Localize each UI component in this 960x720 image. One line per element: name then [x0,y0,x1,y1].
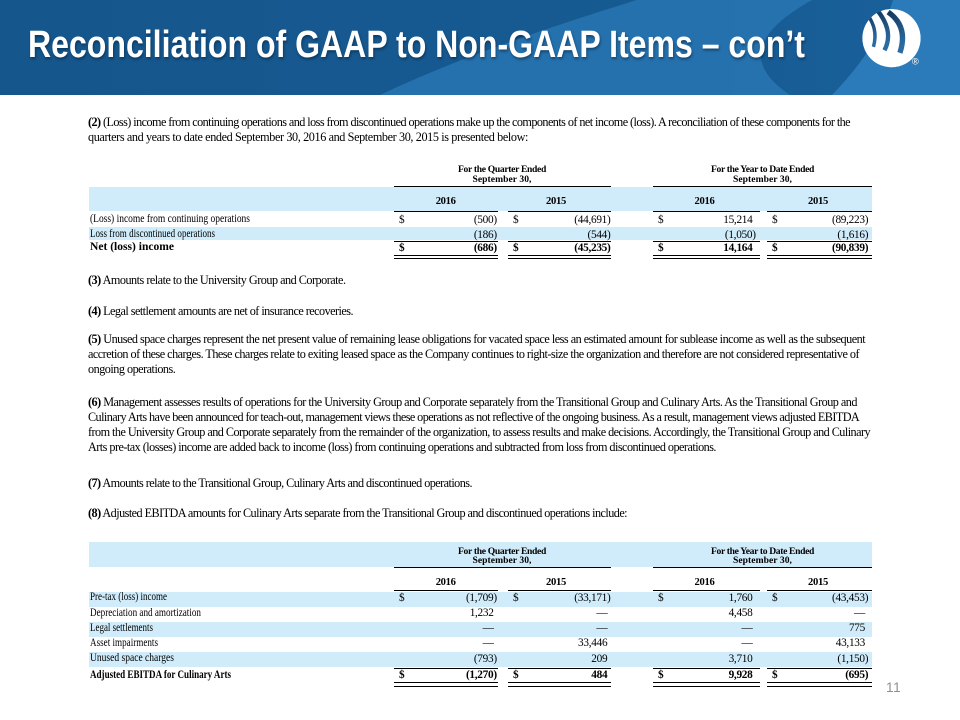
svg-text:®: ® [912,57,919,67]
